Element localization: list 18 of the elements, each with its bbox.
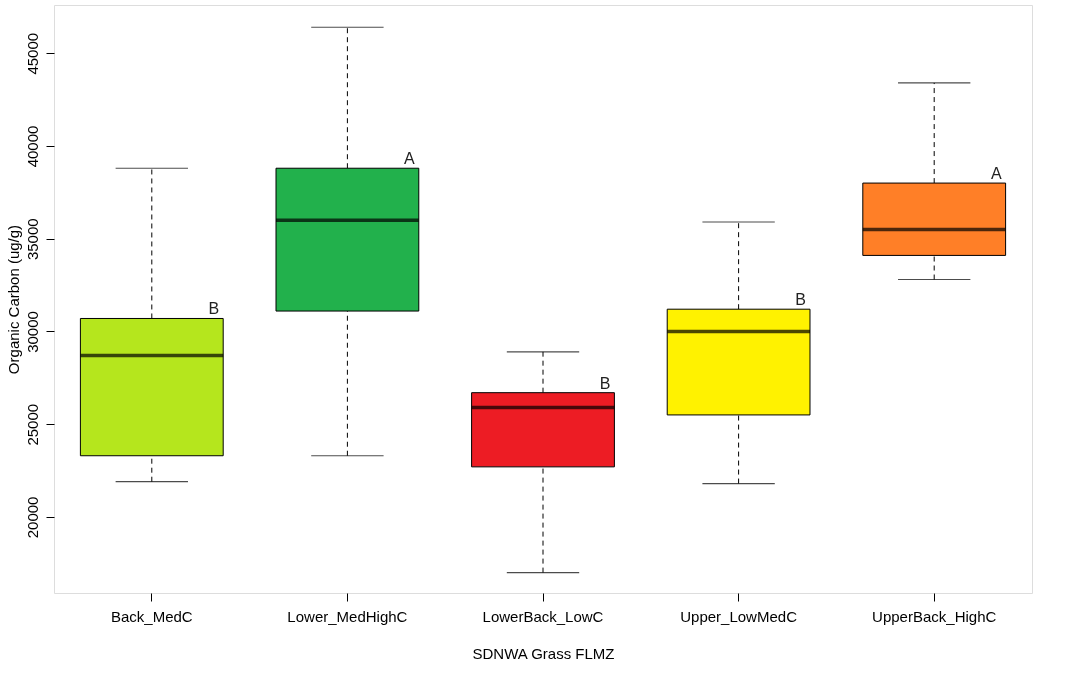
x-tick-label: UpperBack_HighC xyxy=(872,607,997,625)
y-tick-label: 40000 xyxy=(23,125,41,168)
x-axis-title: SDNWA Grass FLMZ xyxy=(472,644,615,662)
y-tick-label: 30000 xyxy=(23,311,41,353)
annotation: B xyxy=(599,374,611,392)
x-tick-label: LowerBack_LowC xyxy=(482,607,604,625)
y-tick-label: 25000 xyxy=(23,403,41,446)
annotation: A xyxy=(404,150,416,168)
x-tick-label: Upper_LowMedC xyxy=(680,607,798,625)
y-tick-label: 35000 xyxy=(23,218,41,261)
y-tick-label: 45000 xyxy=(23,32,41,75)
y-axis-title: Organic Carbon (ug/g) xyxy=(4,224,22,375)
x-tick-label: Lower_MedHighC xyxy=(287,607,408,625)
annotation: B xyxy=(208,300,220,318)
annotation: A xyxy=(990,165,1002,183)
y-tick-label: 20000 xyxy=(23,496,41,539)
annotation: B xyxy=(795,291,806,309)
x-tick-label: Back_MedC xyxy=(110,607,193,625)
